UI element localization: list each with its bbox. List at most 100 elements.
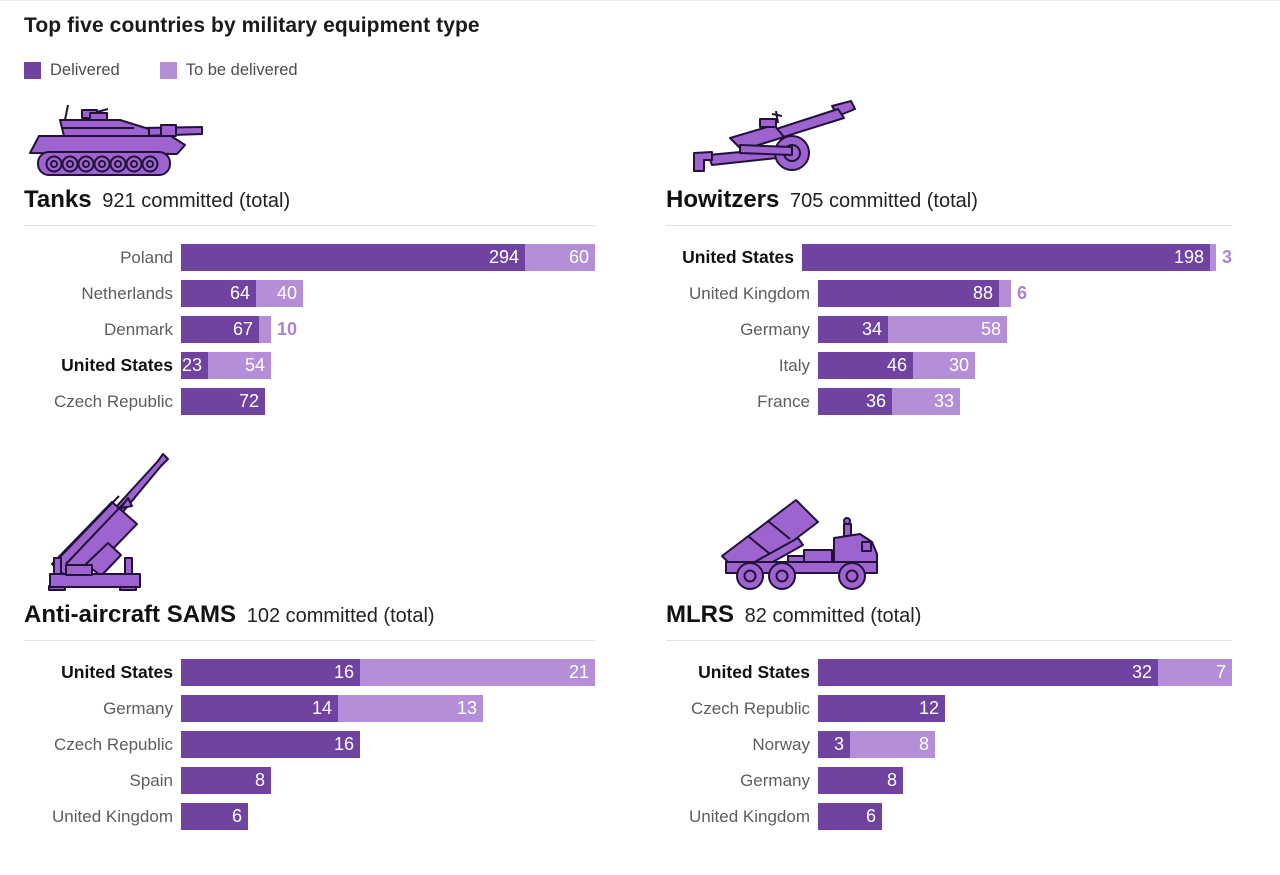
country-label: Netherlands [81,283,173,303]
legend-label: Delivered [50,61,120,79]
bar-rows: United States 32 7 Czech Republic 12 Norway 3 8… [666,659,1232,830]
to-be-delivered-value-outside: 3 [1221,247,1232,267]
stacked-bar: 16 [181,731,360,758]
tank-icon [24,93,595,177]
howitzer-icon [680,93,1232,177]
country-label: Norway [752,734,810,754]
chart-section-tanks: Tanks 921 committed (total) Poland 294 60 N… [24,93,595,424]
stacked-bar: 6 [818,803,882,830]
stacked-bar: 6 [181,803,248,830]
delivered-bar: 8 [181,767,271,794]
to-be-delivered-bar: 58 [888,316,1007,343]
country-label: Czech Republic [53,734,173,754]
stacked-bar: 36 33 [818,388,960,415]
country-label: United States [61,355,173,375]
section-title: MLRS 82 committed (total) [666,601,1232,629]
delivered-bar: 12 [818,695,945,722]
section-title: Anti-aircraft SAMS 102 committed (total) [24,601,595,629]
divider [666,640,1232,641]
section-title: Tanks 921 committed (total) [24,186,595,214]
delivered-value: 67 [232,319,253,339]
to-be-delivered-bar: 7 [1158,659,1232,686]
country-label: Italy [778,355,810,375]
country-label: United States [698,662,810,682]
to-be-delivered-bar: 21 [360,659,595,686]
country-label: Germany [740,319,810,339]
bar-rows: United States 198 3 United Kingdom 88 6 German… [666,244,1232,415]
delivered-value: 8 [254,770,265,790]
divider [666,225,1232,226]
delivered-value: 72 [238,391,259,411]
bar-row: Germany 8 [666,767,1232,794]
to-be-delivered-value-outside: 6 [1017,283,1028,303]
stacked-bar: 198 3 [801,244,1232,271]
to-be-delivered-bar: 13 [338,695,483,722]
bar-row: United Kingdom 6 [24,803,595,830]
bar-row: Czech Republic 72 [24,388,595,415]
delivered-bar: 8 [818,767,903,794]
to-be-delivered-bar: 8 [850,731,935,758]
delivered-bar: 23 [181,352,208,379]
delivered-swatch-icon [24,62,41,79]
bar-row: Germany 34 58 [666,316,1232,343]
country-label: Czech Republic [53,391,173,411]
bar-row: United States 23 54 [24,352,595,379]
delivered-value: 14 [311,698,332,718]
to-be-delivered-value: 60 [568,247,589,267]
section-subtitle: 921 committed (total) [102,190,291,212]
country-label: Germany [103,698,173,718]
section-subtitle: 102 committed (total) [246,605,435,627]
delivered-bar: 64 [181,280,256,307]
country-label: United Kingdom [689,806,810,826]
delivered-value: 6 [231,806,242,826]
chart-section-mlrs: MLRS 82 committed (total) United States 3… [666,450,1232,839]
to-be-delivered-value: 8 [918,734,929,754]
section-title: Howitzers 705 committed (total) [666,186,1232,214]
section-title-text: MLRS [666,601,734,628]
delivered-value: 6 [865,806,876,826]
bar-rows: United States 16 21 Germany 14 13 Czech Republ… [24,659,595,830]
delivered-bar: 198 [801,244,1210,271]
stacked-bar: 67 10 [181,316,297,343]
to-be-delivered-value: 7 [1215,662,1226,682]
stacked-bar: 46 30 [818,352,975,379]
to-be-delivered-value: 13 [456,698,477,718]
to-be-delivered-bar: 60 [525,244,595,271]
country-label: Spain [129,770,173,790]
stacked-bar: 14 13 [181,695,483,722]
delivered-value: 34 [861,319,882,339]
delivered-bar: 72 [181,388,265,415]
bar-row: Poland 294 60 [24,244,595,271]
bar-row: Italy 46 30 [666,352,1232,379]
bar-row: Czech Republic 16 [24,731,595,758]
delivered-bar: 14 [181,695,338,722]
delivered-bar: 6 [181,803,248,830]
country-label: United Kingdom [52,806,173,826]
legend-item-delivered: Delivered [24,61,120,80]
stacked-bar: 88 6 [818,280,1027,307]
delivered-value: 23 [181,355,202,375]
to-be-delivered-value: 21 [568,662,589,682]
to-be-delivered-value: 33 [933,391,954,411]
country-label: United States [682,247,794,267]
divider [24,640,595,641]
to-be-delivered-bar: 33 [892,388,960,415]
section-subtitle: 82 committed (total) [744,605,922,627]
to-be-delivered-bar: 40 [256,280,303,307]
section-title-text: Howitzers [666,186,780,213]
delivered-bar: 16 [181,731,360,758]
country-label: France [757,391,810,411]
mlrs-icon [700,450,1232,592]
delivered-value: 8 [886,770,897,790]
to-be-delivered-bar: 54 [208,352,271,379]
bar-row: United Kingdom 88 6 [666,280,1232,307]
delivered-bar: 16 [181,659,360,686]
bar-row: France 36 33 [666,388,1232,415]
to-be-delivered-value: 30 [948,355,969,375]
country-label: United Kingdom [689,283,810,303]
charts-grid: Tanks 921 committed (total) Poland 294 60 N… [24,93,1237,839]
stacked-bar: 16 21 [181,659,595,686]
stacked-bar: 34 58 [818,316,1007,343]
delivered-bar: 32 [818,659,1158,686]
